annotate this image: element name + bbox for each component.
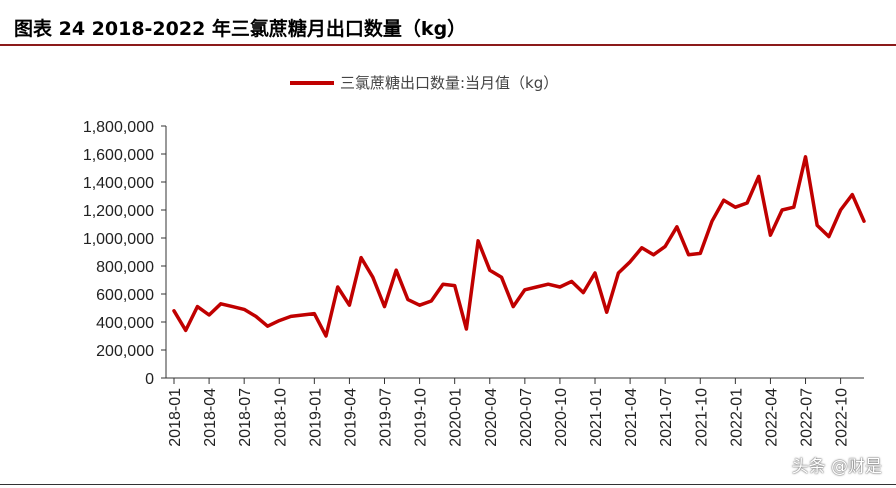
- x-tick-label: 2018-10: [272, 388, 289, 447]
- y-tick-label: 1,800,000: [83, 119, 154, 136]
- title-divider: [0, 44, 896, 46]
- y-tick-label: 1,200,000: [83, 203, 154, 220]
- x-tick-label: 2020-10: [553, 388, 570, 447]
- y-tick-label: 1,000,000: [83, 231, 154, 248]
- y-tick-label: 200,000: [96, 343, 154, 360]
- chart-title: 图表 24 2018-2022 年三氯蔗糖月出口数量（kg）: [14, 18, 467, 40]
- x-axis: 2018-01 2018-04 2018-07 2018-10 2019-01 2019-…: [166, 377, 864, 447]
- y-tick-label: 800,000: [96, 259, 154, 276]
- x-tick-label: 2022-04: [763, 388, 780, 447]
- legend-label: 三氯蔗糖出口数量:当月值（kg）: [340, 74, 559, 92]
- legend-line-swatch: [290, 80, 334, 85]
- y-axis: 1,800,000 1,600,000 1,400,000 1,200,000 1,00…: [83, 119, 167, 388]
- x-tick-label: 2018-04: [202, 388, 219, 447]
- bottom-divider: [0, 484, 896, 485]
- y-tick-label: 0: [145, 371, 154, 388]
- series-layer: [172, 155, 866, 338]
- x-tick-label: 2018-07: [237, 388, 254, 447]
- x-tick-label: 2021-10: [693, 388, 710, 447]
- x-tick-label: 2020-01: [448, 388, 465, 447]
- x-tick-label: 2022-10: [834, 388, 851, 447]
- x-tick-label: 2022-01: [728, 388, 745, 447]
- x-tick-label: 2021-07: [658, 388, 675, 447]
- x-tick-label: 2019-01: [307, 388, 324, 447]
- x-tick-label: 2019-10: [413, 388, 430, 447]
- y-tick-label: 1,400,000: [83, 175, 154, 192]
- series-line-0: [172, 155, 866, 338]
- x-tick-label: 2019-04: [342, 388, 359, 447]
- x-tick-label: 2021-01: [588, 388, 605, 447]
- x-tick-label: 2021-04: [623, 388, 640, 447]
- x-tick-label: 2018-01: [167, 388, 184, 447]
- legend: 三氯蔗糖出口数量:当月值（kg）: [290, 72, 558, 93]
- x-tick-label: 2019-07: [378, 388, 395, 447]
- x-tick-label: 2022-07: [799, 388, 816, 447]
- x-tick-label: 2020-04: [483, 388, 500, 447]
- y-tick-label: 1,600,000: [83, 147, 154, 164]
- y-tick-label: 600,000: [96, 287, 154, 304]
- y-tick-label: 400,000: [96, 315, 154, 332]
- x-tick-label: 2020-07: [518, 388, 535, 447]
- watermark: 头条 @财是: [791, 457, 882, 477]
